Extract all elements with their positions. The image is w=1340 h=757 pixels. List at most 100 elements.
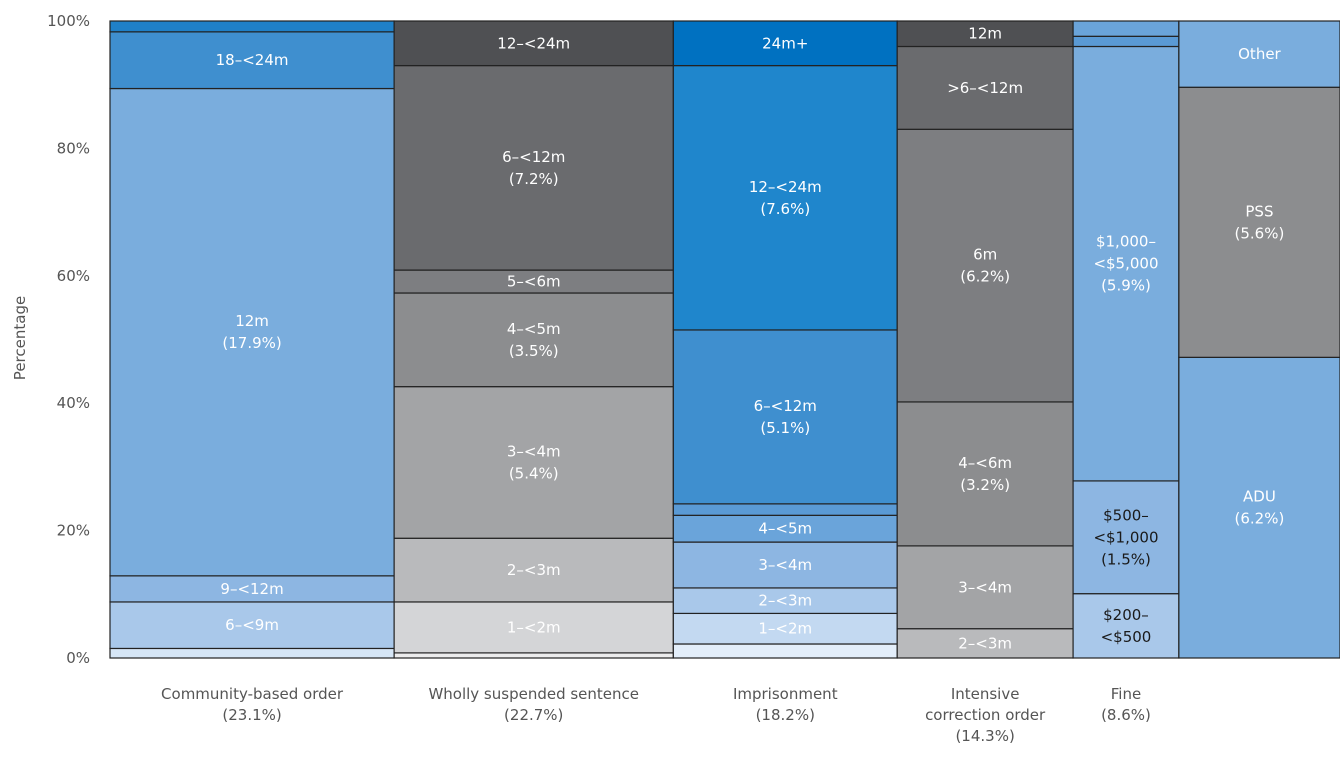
- mosaic-segment: [393, 292, 674, 388]
- mosaic-segment: [1072, 480, 1180, 595]
- mosaic-segment: [672, 643, 898, 659]
- column-1: 1–<2m 2–<3m 3–<4m (5.4%) 4–<5m (3.5%) 5–<6m 6–<…: [393, 20, 674, 659]
- segment-label: 3–<4m: [758, 556, 812, 574]
- category-label: Wholly suspended sentence: [428, 685, 639, 703]
- category-label: Fine: [1111, 685, 1141, 703]
- segment-label: 12m: [235, 312, 269, 330]
- chart-columns: 6–<9m 9–<12m 12m (17.9%) 18–<24m 1–<2m 2–<3m 3–…: [109, 20, 1340, 659]
- column-5: ADU (6.2%) PSS (5.6%) Other: [1178, 20, 1340, 659]
- segment-label: <$500: [1101, 628, 1152, 646]
- segment-label: (5.9%): [1101, 277, 1151, 295]
- mosaic-segment: [393, 601, 674, 654]
- category-label: (14.3%): [955, 727, 1014, 745]
- segment-label: (5.4%): [509, 464, 559, 482]
- category-label: (23.1%): [222, 706, 281, 724]
- segment-label: 12m: [968, 25, 1002, 43]
- mosaic-segment: [896, 628, 1074, 659]
- y-tick-label: 60%: [57, 267, 90, 285]
- segment-label: Other: [1238, 45, 1281, 63]
- segment-label: 4–<5m: [507, 320, 561, 338]
- mosaic-segment: [1072, 45, 1180, 482]
- segment-label: PSS: [1245, 202, 1273, 220]
- segment-label: $500–: [1103, 506, 1149, 524]
- category-label: (8.6%): [1101, 706, 1151, 724]
- segment-label: 4–<6m: [958, 454, 1012, 472]
- segment-label: (1.5%): [1101, 550, 1151, 568]
- mosaic-segment: [896, 128, 1074, 403]
- mosaic-segment: [109, 647, 395, 659]
- mosaic-segment: [393, 537, 674, 603]
- segment-label: (3.2%): [960, 476, 1010, 494]
- segment-label: 12–<24m: [497, 34, 570, 52]
- mosaic-segment: [109, 601, 395, 650]
- column-4: $200– <$500 $500– <$1,000 (1.5%) $1,000– <$5,0…: [1072, 20, 1180, 659]
- category-labels: Community-based order (23.1%) Wholly suspe…: [161, 685, 1151, 745]
- segment-label: (3.5%): [509, 342, 559, 360]
- mosaic-segment: [393, 64, 674, 271]
- mosaic-segment: [1178, 20, 1340, 88]
- segment-label: 12–<24m: [749, 178, 822, 196]
- column-3: 2–<3m 3–<4m 4–<6m (3.2%) 6m (6.2%) >6–<12m 12m: [896, 20, 1074, 659]
- mosaic-segment: [1178, 356, 1340, 659]
- mosaic-segment: [896, 45, 1074, 130]
- segment-label: 6–<9m: [225, 616, 279, 634]
- mosaic-segment: [896, 401, 1074, 547]
- segment-label: 5–<6m: [507, 273, 561, 291]
- mosaic-segment: [109, 87, 395, 577]
- mosaic-segment: [1072, 20, 1180, 37]
- segment-label: 2–<3m: [758, 592, 812, 610]
- segment-label: 1–<2m: [758, 620, 812, 638]
- mosaic-segment: [672, 64, 898, 331]
- segment-label: 2–<3m: [958, 634, 1012, 652]
- segment-label: ADU: [1243, 488, 1276, 506]
- segment-label: >6–<12m: [947, 79, 1023, 97]
- mosaic-segment: [393, 652, 674, 659]
- segment-label: 1–<2m: [507, 618, 561, 636]
- mosaic-segment: [1072, 35, 1180, 48]
- segment-label: 6m: [973, 246, 997, 264]
- mosaic-segment: [393, 20, 674, 67]
- segment-label: 4–<5m: [758, 520, 812, 538]
- segment-label: $200–: [1103, 606, 1149, 624]
- mosaic-segment: [109, 20, 395, 33]
- category-label: Community-based order: [161, 685, 344, 703]
- y-axis-label: Percentage: [11, 296, 29, 380]
- category-label: (22.7%): [504, 706, 563, 724]
- segment-label: (17.9%): [222, 334, 281, 352]
- column-2: 1–<2m 2–<3m 3–<4m 4–<5m 6–<12m (5.1%) 12–<24m (…: [672, 20, 898, 659]
- y-tick-label: 20%: [57, 522, 90, 540]
- column-0: 6–<9m 9–<12m 12m (17.9%) 18–<24m: [109, 20, 395, 659]
- segment-label: $1,000–: [1096, 233, 1156, 251]
- y-tick-label: 100%: [47, 12, 90, 30]
- segment-label: 3–<4m: [958, 578, 1012, 596]
- segment-label: 6–<12m: [754, 397, 817, 415]
- segment-label: (5.6%): [1235, 224, 1285, 242]
- segment-label: (6.2%): [960, 268, 1010, 286]
- y-tick-label: 80%: [57, 139, 90, 157]
- segment-label: 2–<3m: [507, 561, 561, 579]
- mosaic-segment: [672, 541, 898, 589]
- mosaic-segment: [672, 587, 898, 615]
- segment-label: 3–<4m: [507, 442, 561, 460]
- mosaic-segment: [1178, 86, 1340, 358]
- segment-label: (7.6%): [760, 200, 810, 218]
- y-axis-ticks: 0% 20% 40% 60% 80% 100%: [47, 12, 90, 667]
- segment-label: <$1,000: [1093, 528, 1158, 546]
- segment-label: 18–<24m: [216, 51, 289, 69]
- category-label: Imprisonment: [733, 685, 838, 703]
- mosaic-segment: [393, 386, 674, 539]
- segment-label: <$5,000: [1093, 255, 1158, 273]
- mosaic-segment: [672, 503, 898, 516]
- category-label: (18.2%): [756, 706, 815, 724]
- segment-label: 24m+: [762, 34, 808, 52]
- category-label: correction order: [925, 706, 1046, 724]
- segment-label: 9–<12m: [220, 580, 283, 598]
- mosaic-segment: [1072, 593, 1180, 659]
- y-tick-label: 40%: [57, 394, 90, 412]
- segment-label: (6.2%): [1235, 510, 1285, 528]
- mosaic-segment: [109, 575, 395, 603]
- mosaic-segment: [896, 20, 1074, 48]
- segment-label: 6–<12m: [502, 148, 565, 166]
